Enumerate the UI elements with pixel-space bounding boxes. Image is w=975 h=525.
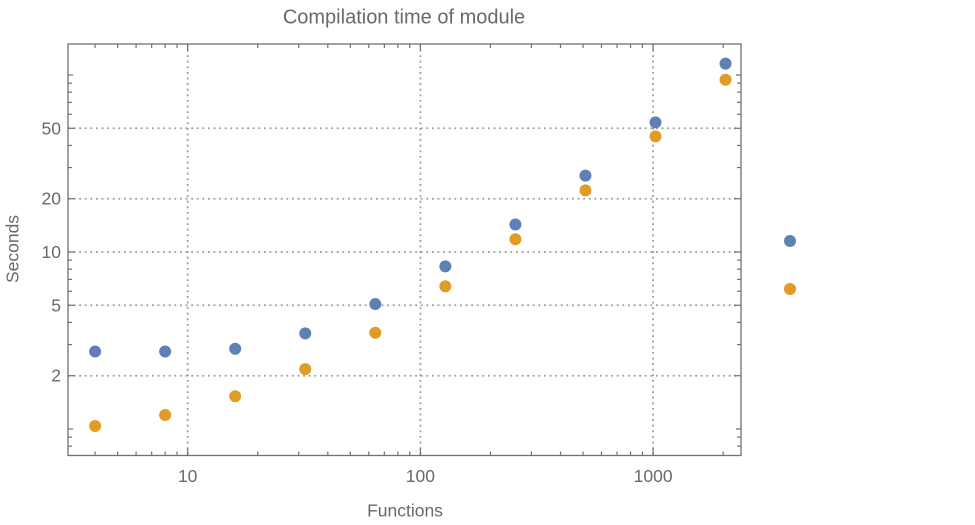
data-point-orange-series	[439, 280, 452, 293]
y-tick-label: 2	[51, 366, 61, 386]
data-point-blue-series	[299, 327, 312, 340]
data-point-orange-series	[229, 390, 242, 403]
x-tick-label: 1000	[634, 466, 673, 486]
data-point-blue-series	[719, 57, 732, 70]
chart-title: Compilation time of module	[282, 6, 526, 29]
data-point-blue-series	[649, 116, 662, 129]
x-tick-label: 10	[178, 466, 198, 486]
data-point-orange-series	[579, 184, 592, 197]
data-point-orange-series	[89, 419, 102, 432]
data-point-orange-series	[509, 233, 522, 246]
data-point-orange-series	[719, 73, 732, 86]
data-point-orange-series	[649, 130, 662, 143]
plot-frame-border	[67, 43, 742, 457]
y-tick-label: 10	[42, 242, 62, 262]
x-axis-label: Functions	[367, 500, 443, 521]
data-point-orange-series	[299, 363, 312, 376]
unlabeled-marker-orange-series	[784, 283, 796, 295]
data-point-orange-series	[159, 408, 172, 421]
y-tick-label: 20	[42, 189, 62, 209]
data-point-blue-series	[439, 260, 452, 273]
data-point-blue-series	[229, 342, 242, 355]
data-point-blue-series	[579, 169, 592, 182]
data-point-blue-series	[509, 218, 522, 231]
x-tick-label: 100	[406, 466, 435, 486]
y-tick-label: 5	[51, 295, 61, 315]
y-tick-label: 50	[42, 118, 62, 138]
unlabeled-marker-blue-series	[784, 235, 796, 247]
data-point-blue-series	[89, 345, 102, 358]
data-point-orange-series	[369, 326, 382, 339]
data-point-blue-series	[159, 345, 172, 358]
data-point-blue-series	[369, 298, 382, 311]
